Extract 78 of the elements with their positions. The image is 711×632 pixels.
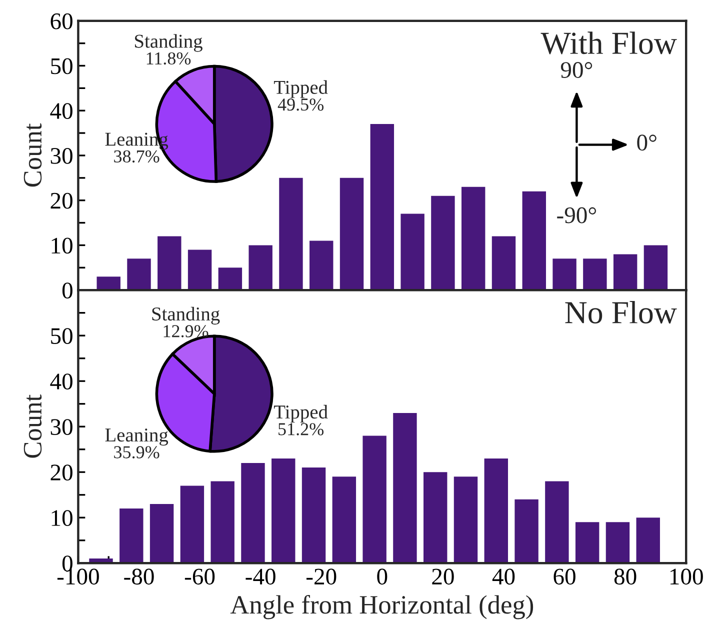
bar bbox=[302, 468, 326, 564]
y-tick-label: 50 bbox=[51, 58, 72, 74]
y-tick-label: 30 bbox=[50, 419, 72, 436]
bar bbox=[96, 276, 120, 290]
bar bbox=[514, 499, 538, 564]
x-tick-label: 80 bbox=[614, 568, 636, 585]
bar bbox=[279, 178, 303, 290]
data-label: 11.8% bbox=[146, 52, 191, 65]
data-label: 51.2% bbox=[278, 423, 324, 436]
x-tick-label: -80 bbox=[124, 568, 154, 585]
bar bbox=[180, 486, 204, 564]
bar bbox=[552, 258, 576, 290]
slice-label: Standing bbox=[152, 306, 220, 325]
bar bbox=[248, 245, 272, 290]
bar bbox=[218, 268, 242, 290]
y-tick-label: 50 bbox=[51, 328, 72, 344]
annotation: 0° bbox=[637, 134, 656, 151]
data-label: 35.9% bbox=[114, 446, 160, 458]
data-label: 38.7% bbox=[114, 150, 160, 163]
bar bbox=[484, 458, 508, 564]
bar bbox=[583, 258, 607, 290]
bar bbox=[332, 476, 356, 564]
y-axis-title: Count bbox=[24, 394, 42, 458]
x-tick-label: 100 bbox=[670, 568, 703, 585]
bar bbox=[310, 240, 334, 290]
slice-label: Tipped bbox=[274, 404, 328, 423]
slice-label: Standing bbox=[134, 34, 202, 52]
bar bbox=[120, 508, 144, 564]
y-tick-label: 0 bbox=[62, 282, 72, 299]
data-label: 49.5% bbox=[278, 98, 324, 111]
x-tick-label: -20 bbox=[306, 568, 336, 585]
y-tick-label: 20 bbox=[50, 464, 72, 481]
x-tick-label: 20 bbox=[432, 568, 454, 585]
y-tick-label: 40 bbox=[50, 374, 72, 390]
x-tick-label: 40 bbox=[492, 568, 515, 585]
slice-label: Leaning bbox=[105, 428, 168, 446]
bar bbox=[362, 436, 386, 564]
bar bbox=[393, 412, 417, 564]
bar bbox=[400, 214, 424, 290]
x-axis-title: Angle from Horizontal (deg) bbox=[230, 594, 534, 620]
slice-label: Tipped bbox=[274, 80, 328, 98]
bar bbox=[613, 254, 638, 290]
bar bbox=[158, 236, 182, 290]
x-tick-label: 60 bbox=[554, 568, 576, 585]
y-axis-title: Count bbox=[24, 123, 42, 187]
bar bbox=[492, 236, 516, 290]
bar bbox=[461, 186, 486, 290]
x-tick-label: -60 bbox=[184, 568, 215, 585]
bar bbox=[545, 481, 569, 564]
y-tick-label: 60 bbox=[50, 13, 72, 30]
bar bbox=[241, 463, 265, 564]
bar bbox=[188, 250, 212, 290]
chart-title: With Flow bbox=[540, 32, 677, 54]
annotation: 90° bbox=[560, 62, 592, 78]
bar bbox=[370, 124, 394, 290]
bar bbox=[522, 191, 546, 290]
bar bbox=[150, 504, 174, 564]
bar bbox=[454, 476, 478, 564]
y-tick-label: 40 bbox=[50, 103, 72, 120]
chart-title: No Flow bbox=[565, 301, 677, 324]
data-label: 12.9% bbox=[164, 325, 208, 338]
x-tick-label: 0 bbox=[377, 568, 388, 585]
y-tick-label: 20 bbox=[50, 192, 72, 209]
bar bbox=[340, 178, 364, 290]
bar bbox=[127, 258, 151, 290]
bar bbox=[575, 522, 600, 564]
x-tick-label: -40 bbox=[246, 568, 276, 585]
annotation: -90° bbox=[557, 207, 596, 224]
bar bbox=[644, 245, 668, 290]
y-tick-label: 30 bbox=[50, 148, 72, 164]
bar bbox=[636, 518, 660, 564]
bar bbox=[210, 481, 234, 564]
bar bbox=[272, 458, 296, 564]
bar bbox=[431, 196, 455, 290]
bar bbox=[424, 472, 448, 564]
bar bbox=[606, 522, 630, 564]
y-tick-label: 10 bbox=[52, 510, 72, 526]
y-tick-label: 10 bbox=[52, 238, 72, 254]
